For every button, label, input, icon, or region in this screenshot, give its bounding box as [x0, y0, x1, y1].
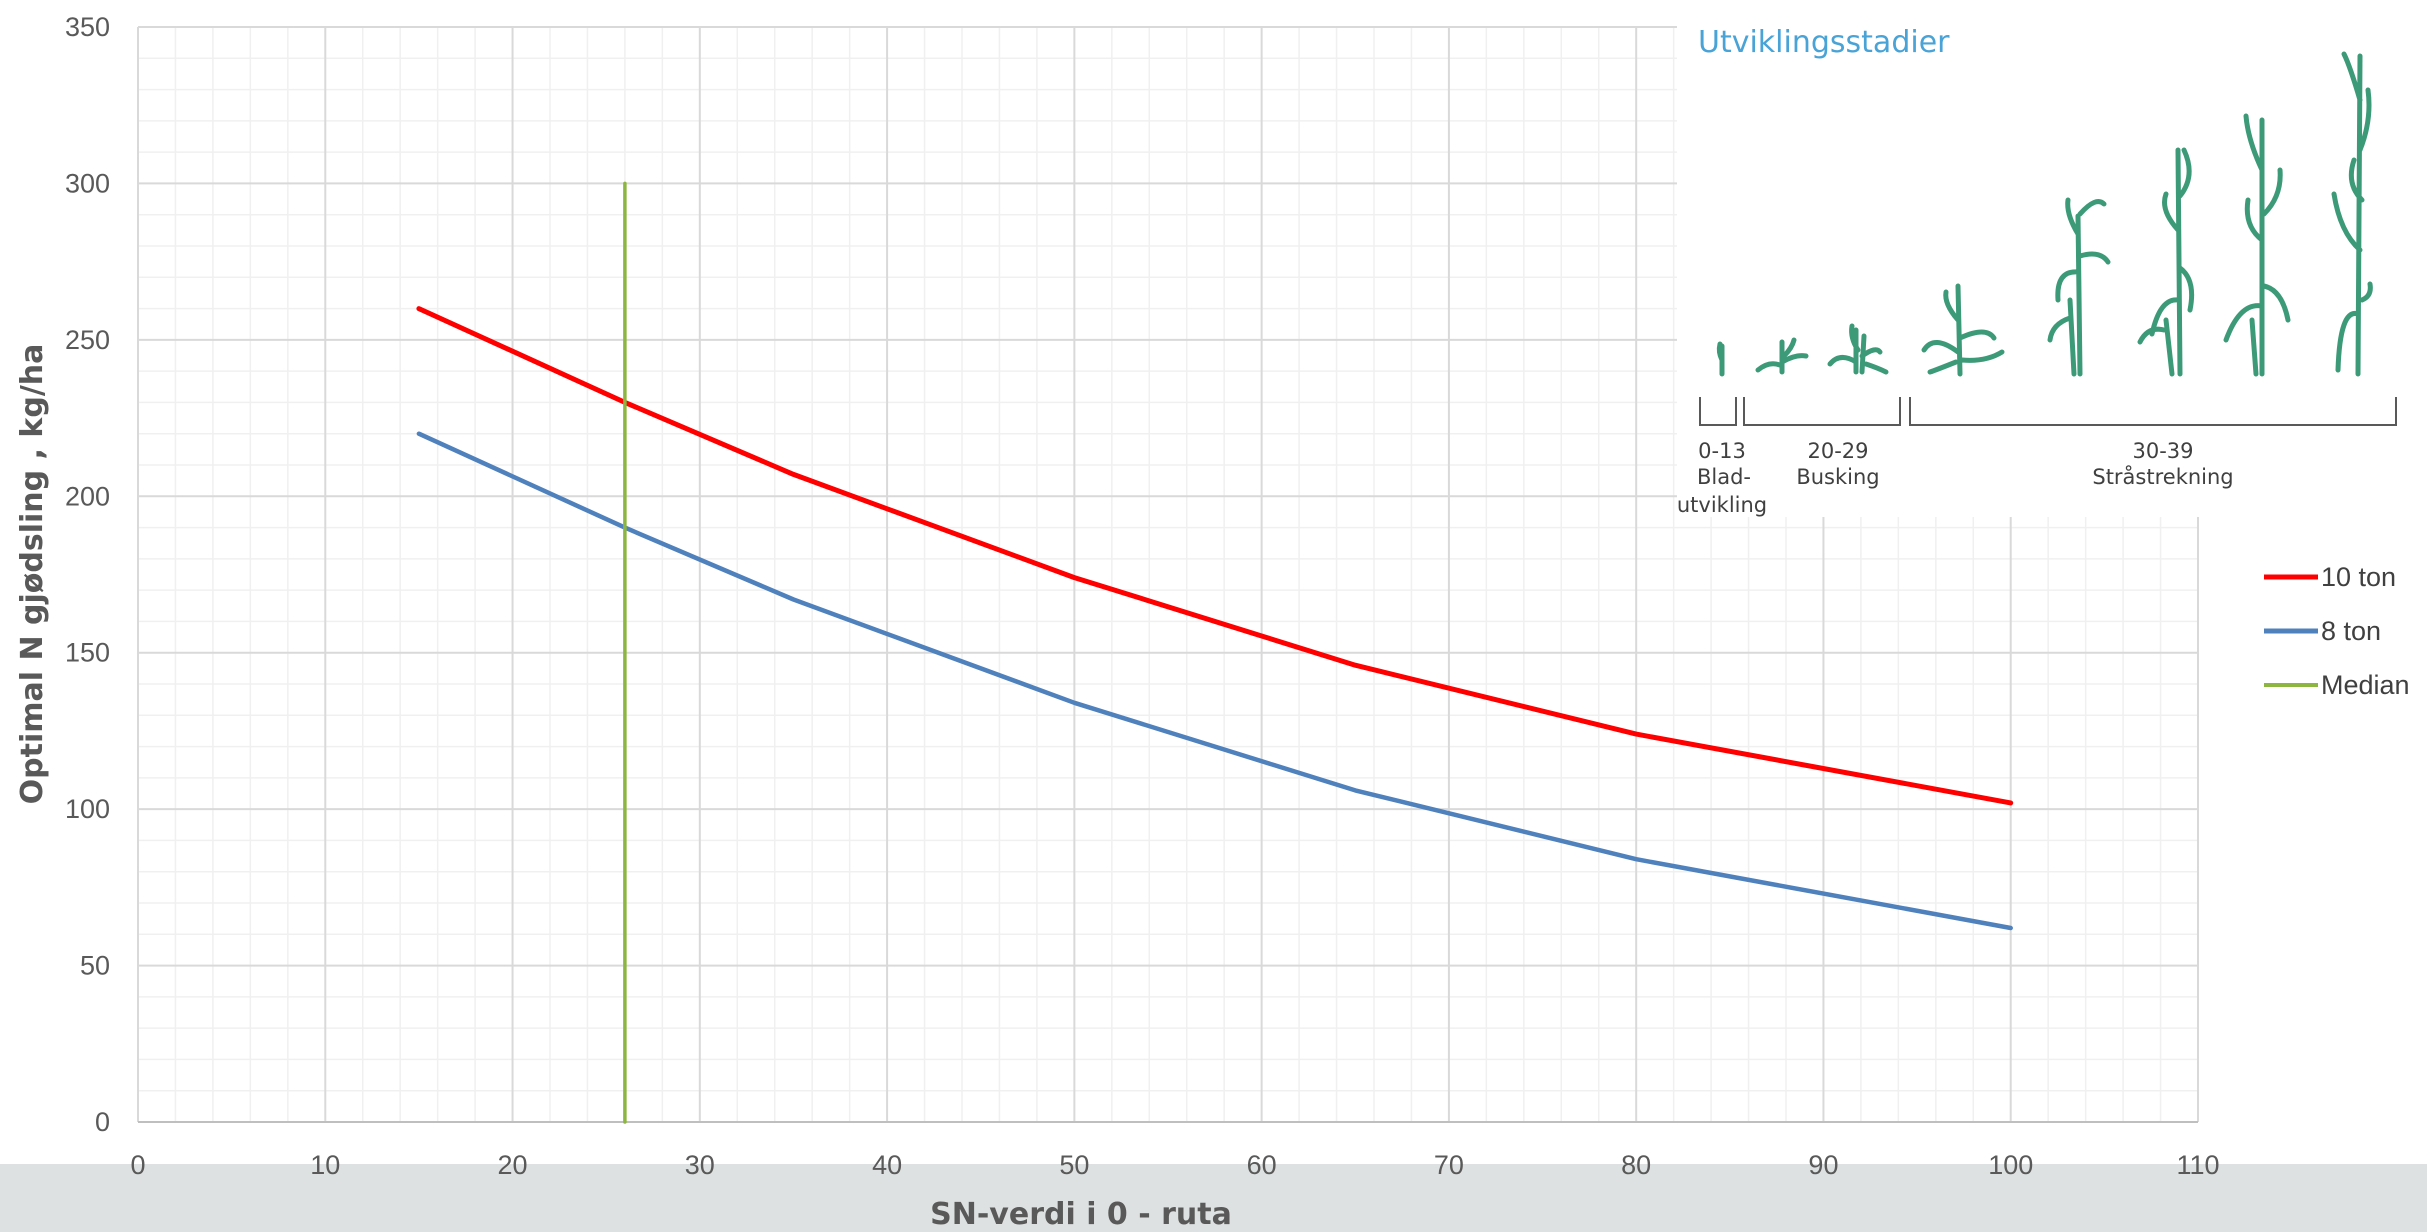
plant-stem-5-icon: [2331, 51, 2373, 377]
plant-stem-2-icon: [2047, 197, 2111, 377]
plant-stem-1-icon: [1921, 283, 2005, 377]
plant-stem-4-icon: [2223, 113, 2291, 377]
footer-band: [0, 1164, 2427, 1232]
x-tick-label: 40: [872, 1150, 902, 1180]
x-tick-label: 20: [498, 1150, 528, 1180]
stage-bracket-20-29: [1743, 397, 1901, 426]
x-tick-label: 100: [1988, 1150, 2033, 1180]
inset-title: Utviklingsstadier: [1698, 25, 1950, 60]
stage-range-30-39: 30-39: [2132, 439, 2193, 463]
y-tick-label: 100: [65, 794, 110, 824]
legend-label-10-ton: 10 ton: [2321, 562, 2396, 592]
legend: 10 ton 8 ton Median: [2264, 562, 2410, 700]
stage-bracket-30-39: [1909, 397, 2397, 426]
x-tick-label: 10: [310, 1150, 340, 1180]
series-layer: [416, 181, 2014, 1124]
plant-tiller-small-icon: [1755, 337, 1809, 375]
x-tick-label: 70: [1434, 1150, 1464, 1180]
plant-seedling-icon: [1716, 341, 1725, 377]
stage-range-20-29: 20-29: [1807, 439, 1868, 463]
y-tick-label: 150: [65, 638, 110, 668]
x-tick-label: 80: [1621, 1150, 1651, 1180]
y-tick-label: 50: [80, 951, 110, 981]
stage-label-0-13-line1: Blad-: [1697, 465, 1751, 489]
x-axis-title: SN-verdi i 0 - ruta: [930, 1197, 1232, 1232]
stage-label-20-29: Busking: [1796, 465, 1879, 489]
x-tick-labels: 0 10 20 30 40 50 60 70 80 90 100 110: [130, 1150, 2219, 1180]
stage-bracket-0-13: [1699, 397, 1737, 426]
y-tick-labels: 0 50 100 150 200 250 300 350: [65, 12, 110, 1137]
x-tick-label: 90: [1808, 1150, 1838, 1180]
plant-illustrations: [1716, 51, 2373, 377]
y-tick-label: 350: [65, 12, 110, 42]
x-tick-label: 50: [1059, 1150, 1089, 1180]
x-tick-label: 0: [130, 1150, 145, 1180]
x-tick-label: 60: [1247, 1150, 1277, 1180]
growth-stages-inset: Utviklingsstadier 0-13 Blad- utvikling 2…: [1677, 5, 2427, 517]
y-tick-label: 200: [65, 481, 110, 511]
y-axis-title: Optimal N gjødsling , kg/ha: [15, 344, 50, 805]
stage-range-0-13: 0-13: [1698, 439, 1746, 463]
legend-label-8-ton: 8 ton: [2321, 616, 2381, 646]
plant-stem-3-icon: [2137, 147, 2195, 377]
x-tick-label: 110: [2176, 1150, 2219, 1180]
y-tick-label: 300: [65, 168, 110, 198]
legend-label-median: Median: [2321, 670, 2410, 700]
x-tick-label: 30: [685, 1150, 715, 1180]
plant-tiller-large-icon: [1827, 323, 1889, 375]
y-tick-label: 0: [95, 1107, 110, 1137]
stage-label-0-13-line2: utvikling: [1677, 493, 1767, 517]
stage-label-30-39: Stråstrekning: [2092, 464, 2233, 489]
y-tick-label: 250: [65, 325, 110, 355]
inset-background: [1677, 5, 2427, 517]
minor-grid: [138, 27, 2198, 1122]
